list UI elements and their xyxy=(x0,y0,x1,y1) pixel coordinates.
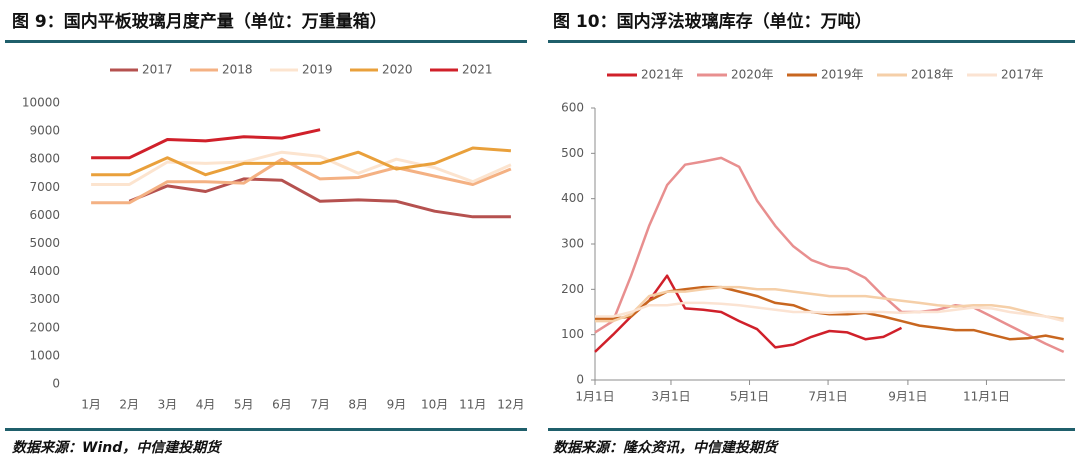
y-tick-label: 600 xyxy=(561,101,584,115)
x-tick-label: 9月 xyxy=(387,398,407,412)
legend-label: 2017 xyxy=(142,63,173,77)
x-tick-label: 4月 xyxy=(196,398,216,412)
series-line xyxy=(595,285,1064,323)
x-tick-label: 7月 xyxy=(310,398,330,412)
x-tick-label: 5月 xyxy=(234,398,254,412)
y-tick-label: 10000 xyxy=(22,96,60,110)
x-tick-label: 10月 xyxy=(421,398,448,412)
x-tick-label: 9月1日 xyxy=(888,390,927,404)
x-tick-label: 6月 xyxy=(272,398,292,412)
y-tick-label: 2000 xyxy=(29,320,60,334)
y-tick-label: 300 xyxy=(561,237,584,251)
y-tick-label: 0 xyxy=(576,373,584,387)
legend-label: 2019 xyxy=(302,63,333,77)
series-line xyxy=(595,301,1065,323)
x-tick-label: 11月 xyxy=(459,398,486,412)
x-tick-label: 7月1日 xyxy=(808,390,847,404)
x-tick-label: 1月1日 xyxy=(575,390,614,404)
x-tick-label: 1月 xyxy=(81,398,101,412)
title-rule xyxy=(5,40,527,43)
legend-label: 2017年 xyxy=(1001,68,1044,82)
y-tick-label: 100 xyxy=(561,327,584,341)
series-line xyxy=(91,150,512,186)
chart-title: 图 10：国内浮法玻璃库存（单位：万吨） xyxy=(553,11,872,32)
y-tick-label: 500 xyxy=(561,146,584,160)
x-tick-label: 5月1日 xyxy=(730,390,769,404)
y-tick-label: 200 xyxy=(561,282,584,296)
y-tick-label: 6000 xyxy=(29,208,60,222)
source-note: 数据来源：Wind，中信建投期货 xyxy=(12,439,222,456)
x-tick-label: 12月 xyxy=(497,398,524,412)
source-rule xyxy=(548,428,1075,431)
legend-label: 2020 xyxy=(382,63,413,77)
series-line xyxy=(91,146,512,177)
series-line xyxy=(128,177,511,219)
y-tick-label: 400 xyxy=(561,191,584,205)
source-rule xyxy=(5,428,527,431)
legend-label: 2018年 xyxy=(911,68,954,82)
source-note: 数据来源：隆众资讯，中信建投期货 xyxy=(553,439,779,456)
legend-label: 2019年 xyxy=(821,68,864,82)
y-tick-label: 0 xyxy=(52,377,60,391)
chart-title: 图 9：国内平板玻璃月度产量（单位：万重量箱） xyxy=(12,11,387,32)
title-rule xyxy=(548,40,1075,43)
y-tick-label: 3000 xyxy=(29,292,60,306)
series-line xyxy=(594,156,1065,354)
legend-label: 2018 xyxy=(222,63,253,77)
y-tick-label: 5000 xyxy=(29,236,60,250)
y-tick-label: 8000 xyxy=(29,152,60,166)
x-tick-label: 8月 xyxy=(348,398,368,412)
x-tick-label: 3月1日 xyxy=(651,390,690,404)
legend-label: 2021 xyxy=(462,63,493,77)
y-tick-label: 9000 xyxy=(29,124,60,138)
legend-label: 2021年 xyxy=(641,68,684,82)
series-line xyxy=(91,128,321,160)
x-tick-label: 2月 xyxy=(119,398,139,412)
y-tick-label: 1000 xyxy=(29,348,60,362)
y-tick-label: 7000 xyxy=(29,180,60,194)
x-tick-label: 11月1日 xyxy=(963,390,1010,404)
x-tick-label: 3月 xyxy=(158,398,178,412)
legend-label: 2020年 xyxy=(731,68,774,82)
series-line xyxy=(91,157,512,205)
y-tick-label: 4000 xyxy=(29,264,60,278)
